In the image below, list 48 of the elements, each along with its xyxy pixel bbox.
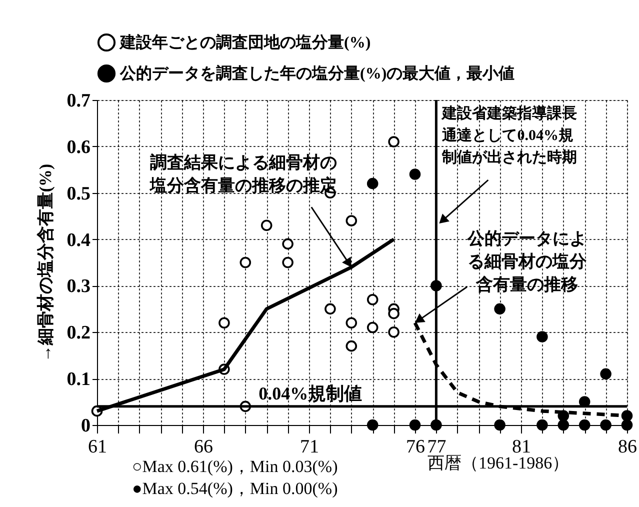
point xyxy=(600,368,612,380)
x-tick-label: 66 xyxy=(194,436,213,458)
point xyxy=(260,220,272,231)
point xyxy=(558,419,570,431)
point xyxy=(366,294,378,306)
point xyxy=(346,340,358,352)
point xyxy=(366,419,378,431)
point xyxy=(240,256,252,268)
y-tick-label: 0.3 xyxy=(66,276,90,298)
text: ●Max 0.54(%)，Min 0.00(%) xyxy=(132,479,338,498)
point xyxy=(218,317,230,328)
point xyxy=(346,215,358,226)
x-tick-label: 71 xyxy=(300,436,319,458)
legend-label: 公的データを調査した年の塩分量(%)の最大値，最小値 xyxy=(119,64,515,82)
ref-line-label: 0.04%規制値 xyxy=(258,383,362,404)
point xyxy=(494,303,506,315)
legend-label: 建設年ごとの調査団地の塩分量(%) xyxy=(118,34,371,52)
point xyxy=(388,308,400,320)
point xyxy=(366,322,378,334)
ref-line-label: 建設省建築指導課長通達として0.04%規制値が出された時期 xyxy=(441,104,578,166)
point xyxy=(536,419,548,431)
point xyxy=(388,136,400,148)
point xyxy=(409,168,421,180)
point xyxy=(409,419,421,431)
point xyxy=(578,419,590,431)
x-tick-label: 86 xyxy=(618,436,637,458)
text: ○Max 0.61(%)，Min 0.03(%) xyxy=(132,457,338,476)
point xyxy=(536,331,548,342)
point xyxy=(388,326,400,338)
point xyxy=(600,419,612,431)
point xyxy=(346,317,358,328)
y-tick-label: 0.4 xyxy=(66,230,91,251)
y-tick-label: 0.5 xyxy=(66,183,90,204)
point xyxy=(282,256,294,268)
point xyxy=(494,419,506,431)
y-tick-label: 0.1 xyxy=(66,369,90,390)
y-tick-label: 0.6 xyxy=(66,136,90,158)
y-tick-label: 0 xyxy=(81,416,90,436)
annotation: 公的データによる細骨材の塩分含有量の推移 xyxy=(466,228,588,294)
point xyxy=(366,178,378,190)
point xyxy=(621,419,633,431)
x-tick-label: 76 xyxy=(406,436,425,458)
y-tick-label: 0.7 xyxy=(66,90,91,112)
y-tick-label: 0.2 xyxy=(66,322,90,344)
y-axis-title: →細骨材の塩分含有量(%) xyxy=(36,164,55,362)
point xyxy=(324,303,336,315)
x-tick-label: 61 xyxy=(88,436,107,458)
point xyxy=(282,238,294,250)
